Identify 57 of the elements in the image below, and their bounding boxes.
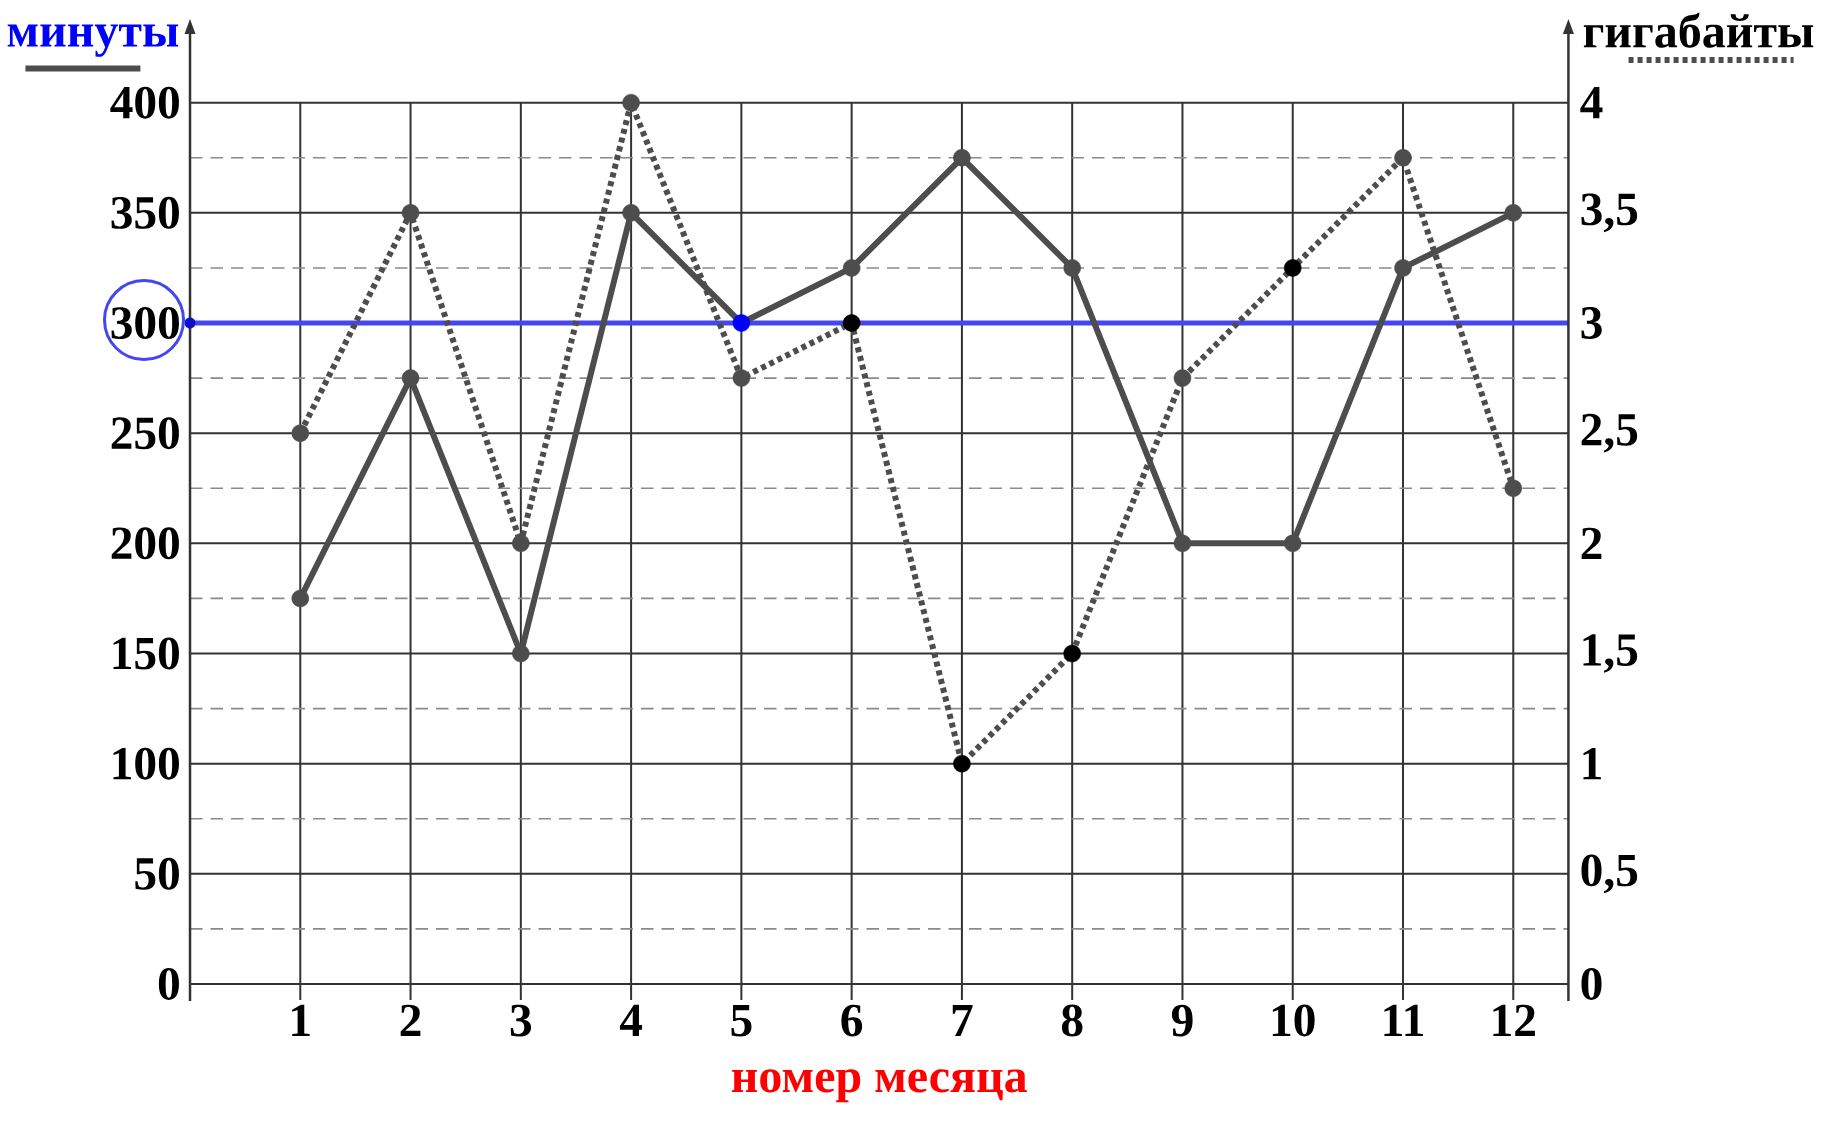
point — [1504, 479, 1523, 497]
y2-tick-label: 1 — [1583, 748, 1601, 780]
x-tick-label: 4 — [619, 1004, 643, 1036]
point — [1063, 259, 1081, 277]
x-tick-label: 12 — [1493, 1004, 1535, 1036]
point — [401, 204, 420, 222]
y2-tick-label: 2 — [1581, 527, 1602, 559]
point — [1394, 259, 1412, 277]
point — [512, 534, 530, 553]
y-tick-label: 0 — [158, 968, 179, 1000]
point — [401, 369, 420, 387]
point — [622, 93, 640, 112]
y2-tick-label: 3 — [1581, 307, 1602, 339]
point — [842, 314, 861, 332]
x-tick-label: 6 — [841, 1004, 863, 1037]
y2-tick-label: 3,5 — [1581, 193, 1638, 233]
point — [1504, 204, 1523, 222]
x-tick-label: 1 — [292, 1004, 310, 1036]
y-tick-label: 400 — [110, 86, 179, 119]
point — [291, 589, 310, 608]
point — [1063, 644, 1081, 663]
point — [1394, 149, 1412, 167]
x-tick-label: 8 — [1061, 1004, 1083, 1037]
x-tick-label: 10 — [1272, 1004, 1315, 1037]
x-tick-label: 2 — [400, 1004, 421, 1036]
point — [1173, 534, 1192, 553]
y-tick-label: 350 — [111, 196, 179, 229]
y2-tick-label: 1,5 — [1583, 634, 1638, 673]
point — [953, 754, 971, 773]
x-tick-label: 7 — [952, 1005, 973, 1036]
y2-tick-label: 2,5 — [1581, 413, 1638, 453]
point — [842, 259, 861, 277]
point — [953, 149, 971, 167]
point — [1283, 534, 1302, 553]
point — [291, 424, 310, 442]
y-tick-label: 300 — [111, 307, 179, 339]
y-tick-label: 150 — [113, 637, 179, 670]
x-tick-label: 9 — [1171, 1004, 1193, 1037]
point — [1283, 259, 1302, 277]
x-tick-label: 3 — [510, 1004, 532, 1037]
x-tick-label: 5 — [731, 1005, 752, 1037]
y-tick-label: 100 — [113, 747, 179, 780]
point — [732, 314, 751, 332]
y2-tick-label: 0 — [1581, 968, 1602, 1000]
point — [622, 204, 640, 222]
x-tick-label: 11 — [1384, 1004, 1423, 1036]
y2-tick-label: 4 — [1580, 87, 1603, 119]
point — [732, 369, 751, 387]
y-tick-label: 200 — [111, 527, 179, 560]
y-tick-label: 250 — [111, 417, 179, 450]
point — [1173, 369, 1192, 387]
text: минуты — [7, 24, 179, 57]
point — [512, 644, 530, 663]
x-axis-title: номер месяца — [732, 1069, 1027, 1103]
y2-tick-label: 0,5 — [1581, 854, 1638, 894]
text: гигабайты — [1583, 12, 1814, 48]
y-tick-label: 50 — [135, 857, 179, 890]
